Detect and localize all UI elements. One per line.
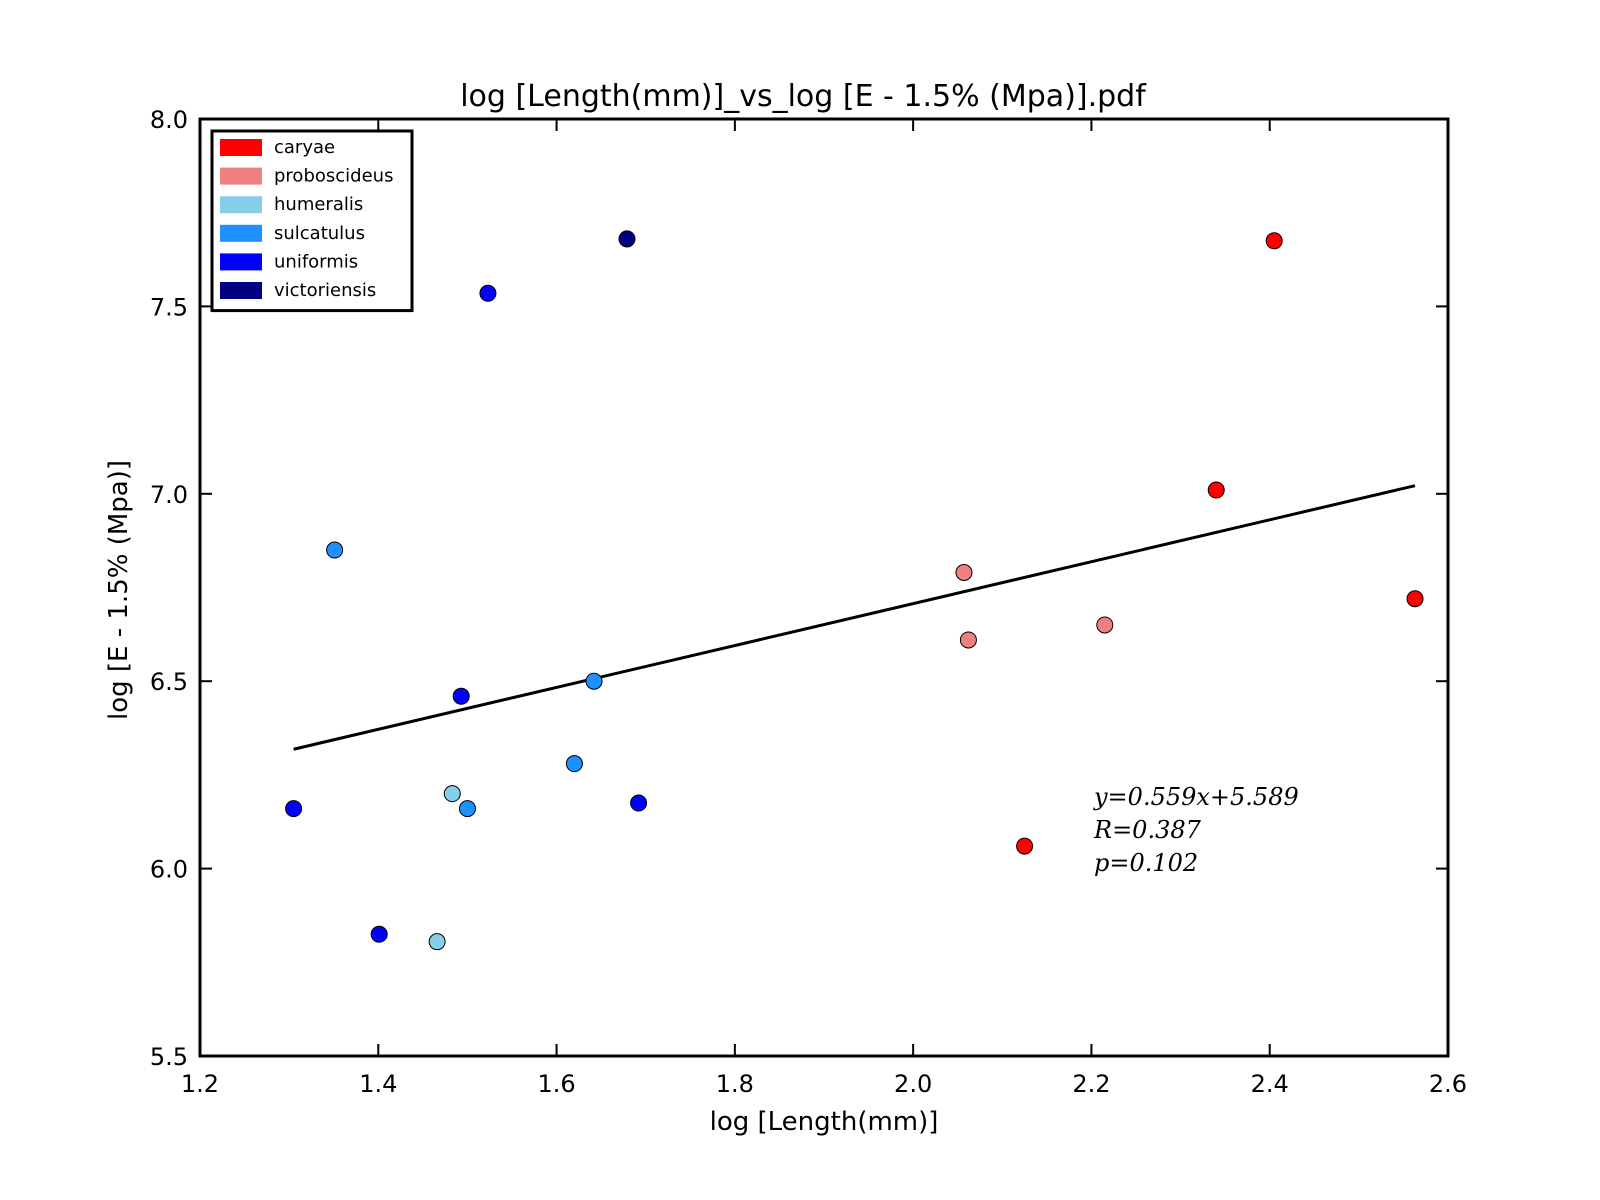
y-tick-label: 6.0	[150, 856, 188, 884]
data-point-caryae-0	[1207, 481, 1225, 499]
legend-swatch-victoriensis	[220, 282, 262, 299]
legend-box	[210, 129, 414, 313]
data-point-sulcatulus-2	[565, 755, 583, 773]
data-point-humeralis-1	[428, 933, 446, 951]
x-tick-label: 1.8	[716, 1070, 754, 1098]
data-point-caryae-3	[1016, 837, 1034, 855]
y-tick-label: 5.5	[150, 1043, 188, 1071]
fit-stat-text: y=0.559x+5.589	[1093, 783, 1299, 811]
legend-label-uniformis: uniformis	[274, 251, 358, 272]
x-tick-label: 2.2	[1072, 1070, 1110, 1098]
legend-label-victoriensis: victoriensis	[274, 280, 376, 301]
legend-label-proboscideus: proboscideus	[274, 166, 393, 187]
x-axis-label: log [Length(mm)]	[710, 1107, 939, 1137]
y-tick-label: 7.5	[150, 293, 188, 321]
axis-ticks: 1.2 1.4 1.6 1.8 2.0 2.2 2.4 2.6 5.5 6.0 6.5 7.0 7.5 8…	[150, 106, 1467, 1098]
x-tick-label: 2.6	[1429, 1070, 1467, 1098]
x-tick-label: 2.4	[1251, 1070, 1289, 1098]
data-point-humeralis-0	[443, 785, 461, 803]
data-point-victoriensis-0	[618, 230, 636, 248]
fit-statistics: y=0.559x+5.589 R=0.387 p=0.102	[1093, 783, 1299, 877]
fit-line	[293, 484, 1416, 751]
data-point-caryae-2	[1406, 590, 1424, 608]
legend-swatch-humeralis	[220, 196, 262, 214]
legend-swatch-sulcatulus	[220, 224, 262, 242]
fit-stat-text: R=0.387	[1093, 816, 1202, 844]
data-point-uniformis-3	[370, 925, 388, 943]
data-point-proboscideus-1	[959, 631, 977, 649]
x-tick-label: 1.4	[359, 1070, 397, 1098]
data-point-proboscideus-2	[1096, 616, 1114, 634]
data-point-uniformis-1	[452, 687, 470, 705]
data-point-caryae-1	[1265, 232, 1283, 250]
data-point-sulcatulus-0	[326, 541, 344, 559]
legend-label-humeralis: humeralis	[274, 194, 363, 215]
y-tick-label: 6.5	[150, 668, 188, 696]
legend: caryae proboscideus humeralis sulcatulus uni…	[210, 129, 414, 313]
data-point-uniformis-4	[630, 794, 648, 812]
chart-title: log [Length(mm)]_vs_log [E - 1.5% (Mpa)]…	[460, 79, 1147, 114]
legend-label-sulcatulus: sulcatulus	[274, 223, 365, 244]
legend-swatch-uniformis	[220, 253, 262, 271]
y-tick-label: 7.0	[150, 481, 188, 509]
legend-swatch-proboscideus	[220, 167, 262, 185]
y-tick-label: 8.0	[150, 106, 188, 134]
fit-stat-text: p=0.102	[1094, 849, 1198, 877]
x-tick-label: 2.0	[894, 1070, 932, 1098]
x-tick-label: 1.2	[181, 1070, 219, 1098]
data-point-proboscideus-0	[955, 564, 973, 582]
data-point-sulcatulus-1	[585, 672, 603, 690]
data-point-uniformis-2	[285, 800, 303, 818]
x-tick-label: 1.6	[537, 1070, 575, 1098]
data-point-uniformis-0	[479, 284, 497, 302]
y-axis-label: log [E - 1.5% (Mpa)]	[104, 460, 134, 720]
legend-label-caryae: caryae	[274, 137, 335, 158]
legend-swatch-caryae	[220, 139, 262, 156]
data-point-sulcatulus-3	[458, 800, 476, 818]
plot-area-frame	[198, 117, 1450, 1058]
